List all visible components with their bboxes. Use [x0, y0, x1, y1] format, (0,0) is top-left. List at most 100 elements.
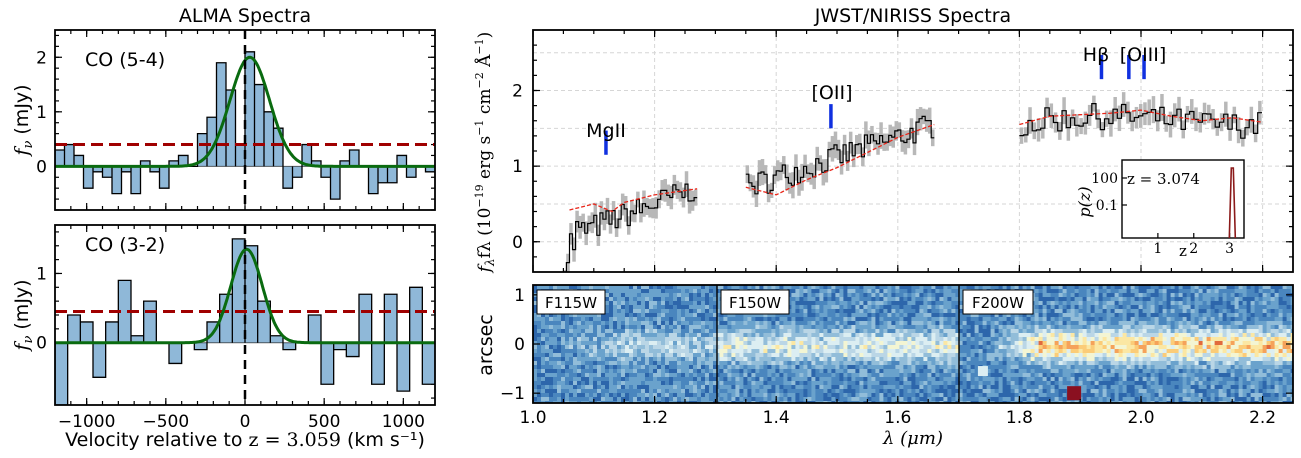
- pixel: [1255, 289, 1260, 294]
- pixel: [743, 377, 748, 382]
- pixel: [811, 305, 816, 310]
- pixel: [581, 385, 586, 390]
- pixel: [847, 381, 852, 386]
- pixel: [895, 297, 900, 302]
- pixel: [939, 353, 944, 358]
- pixel: [697, 301, 702, 306]
- pixel: [1067, 333, 1072, 338]
- pixel: [939, 349, 944, 354]
- pixel: [641, 377, 646, 382]
- pixel: [1199, 289, 1204, 294]
- pixel: [1039, 301, 1044, 306]
- pixel: [795, 297, 800, 302]
- pixel: [1143, 301, 1148, 306]
- pixel: [1147, 309, 1152, 314]
- pixel: [1187, 329, 1192, 334]
- pixel: [811, 369, 816, 374]
- pixel: [1011, 321, 1016, 326]
- pixel: [1091, 305, 1096, 310]
- pixel: [709, 293, 714, 298]
- niriss-ylabel: fλfλ (10−19 erg s−1 cm−2 Å−1): [473, 32, 497, 275]
- pixel: [1087, 341, 1092, 346]
- pixel: [951, 329, 956, 334]
- pixel: [1091, 321, 1096, 326]
- pixel: [621, 369, 626, 374]
- pixel: [1155, 305, 1160, 310]
- pixel: [645, 293, 650, 298]
- pixel: [677, 333, 682, 338]
- pixel: [625, 297, 630, 302]
- pixel: [653, 301, 658, 306]
- pixel: [633, 385, 638, 390]
- pixel: [835, 341, 840, 346]
- pixel: [1123, 313, 1128, 318]
- pixel: [851, 345, 856, 350]
- pixel: [855, 345, 860, 350]
- pixel: [899, 313, 904, 318]
- pixel: [799, 389, 804, 394]
- pixel: [561, 325, 566, 330]
- pixel: [879, 301, 884, 306]
- pixel: [727, 357, 732, 362]
- alma-co32-ylabel: fν (mJy): [11, 279, 36, 352]
- pixel: [641, 385, 646, 390]
- pixel: [553, 345, 558, 350]
- pixel: [569, 361, 574, 366]
- pixel: [589, 353, 594, 358]
- pixel: [875, 385, 880, 390]
- pixel: [661, 353, 666, 358]
- pixel: [819, 357, 824, 362]
- pixel: [657, 365, 662, 370]
- pixel: [1087, 325, 1092, 330]
- pixel: [767, 393, 772, 398]
- pixel: [891, 341, 896, 346]
- pixel: [871, 393, 876, 398]
- pixel: [1143, 341, 1148, 346]
- pixel: [787, 361, 792, 366]
- pixel: [601, 337, 606, 342]
- pixel: [1011, 333, 1016, 338]
- pixel: [779, 377, 784, 382]
- pixel: [649, 317, 654, 322]
- pixel: [767, 353, 772, 358]
- pixel: [751, 373, 756, 378]
- pixel: [855, 361, 860, 366]
- pixel: [553, 377, 558, 382]
- pixel: [1059, 317, 1064, 322]
- pixel: [693, 341, 698, 346]
- pixel: [899, 381, 904, 386]
- pixel: [709, 389, 714, 394]
- pixel: [585, 373, 590, 378]
- pixel: [775, 361, 780, 366]
- pixel: [1051, 317, 1056, 322]
- pixel: [907, 385, 912, 390]
- pixel: [545, 369, 550, 374]
- pixel: [1039, 313, 1044, 318]
- pixel: [739, 373, 744, 378]
- pixel: [967, 321, 972, 326]
- pixel: [803, 325, 808, 330]
- pixel: [1019, 321, 1024, 326]
- pixel: [653, 317, 658, 322]
- pixel: [839, 305, 844, 310]
- pixel: [895, 353, 900, 358]
- pixel: [705, 365, 710, 370]
- pixel: [835, 377, 840, 382]
- pixel: [709, 377, 714, 382]
- pixel: [1095, 325, 1100, 330]
- pixel: [791, 309, 796, 314]
- pixel: [999, 333, 1004, 338]
- pixel: [1091, 337, 1096, 342]
- pixel: [755, 361, 760, 366]
- pixel: [879, 289, 884, 294]
- pixel: [939, 357, 944, 362]
- pixel: [573, 317, 578, 322]
- pixel: [771, 357, 776, 362]
- pixel: [649, 301, 654, 306]
- pixel: [795, 393, 800, 398]
- pixel: [863, 385, 868, 390]
- pixel: [613, 385, 618, 390]
- pixel: [743, 373, 748, 378]
- pixel: [633, 289, 638, 294]
